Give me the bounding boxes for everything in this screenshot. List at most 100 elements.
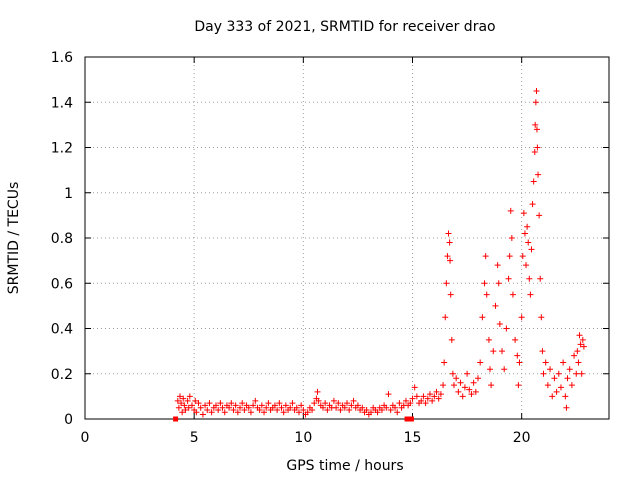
data-point-plus	[239, 400, 246, 407]
data-point-plus	[494, 262, 501, 269]
data-point-plus	[311, 400, 318, 407]
data-point-plus	[447, 257, 454, 264]
y-tick-label: 0.8	[51, 231, 73, 247]
data-point-plus	[392, 404, 399, 411]
data-point-plus	[468, 391, 475, 398]
data-point-plus	[521, 230, 528, 237]
data-point-plus	[335, 400, 342, 407]
data-point-plus	[526, 275, 533, 282]
x-axis-label: GPS time / hours	[286, 458, 403, 474]
data-point-plus	[544, 382, 551, 389]
data-point-plus	[199, 411, 206, 418]
data-point-plus	[319, 404, 326, 411]
y-tick-label: 1.4	[51, 95, 73, 111]
data-point-plus	[258, 402, 265, 409]
data-point-plus	[298, 402, 305, 409]
data-point-plus	[495, 280, 502, 287]
data-point-plus	[533, 87, 540, 94]
data-point-plus	[192, 397, 199, 404]
data-point-plus	[383, 404, 390, 411]
data-point-plus	[221, 409, 228, 416]
data-point-plus	[512, 336, 519, 343]
data-point-plus	[483, 291, 490, 298]
data-point-plus	[431, 393, 438, 400]
data-point-square	[408, 416, 414, 422]
plot-frame	[84, 56, 610, 420]
data-point-plus	[282, 402, 289, 409]
data-point-plus	[237, 404, 244, 411]
data-point-plus	[204, 406, 211, 413]
data-point-plus	[252, 397, 259, 404]
data-point-plus	[280, 409, 287, 416]
data-point-square	[173, 416, 179, 422]
data-point-plus	[422, 400, 429, 407]
y-tick-label: 1	[64, 186, 73, 202]
data-point-plus	[580, 343, 587, 350]
data-point-plus	[219, 404, 226, 411]
data-point-plus	[442, 314, 449, 321]
data-point-plus	[287, 404, 294, 411]
data-point-plus	[175, 404, 182, 411]
mark-layer	[173, 87, 587, 422]
data-point-plus	[202, 402, 209, 409]
data-point-plus	[426, 391, 433, 398]
data-point-plus	[324, 406, 331, 413]
data-point-plus	[482, 253, 489, 260]
data-point-plus	[475, 375, 481, 382]
data-point-plus	[228, 400, 235, 407]
data-point-plus	[232, 402, 239, 409]
data-point-plus	[542, 359, 549, 366]
data-point-plus	[411, 384, 418, 391]
data-point-plus	[197, 404, 204, 411]
data-point-plus	[525, 239, 532, 246]
data-point-plus	[322, 400, 329, 407]
data-point-plus	[524, 223, 531, 230]
data-point-plus	[455, 388, 462, 395]
data-point-plus	[443, 280, 450, 287]
data-point-plus	[446, 239, 453, 246]
data-point-plus	[534, 144, 541, 151]
data-point-plus	[464, 370, 471, 377]
y-tick-label: 0.4	[51, 322, 73, 338]
data-point-plus	[503, 325, 510, 332]
data-point-plus	[174, 397, 181, 404]
data-point-plus	[234, 409, 241, 416]
data-point-plus	[350, 397, 357, 404]
data-point-plus	[449, 370, 456, 377]
data-point-plus	[562, 393, 569, 400]
data-point-plus	[184, 397, 191, 404]
data-point-plus	[230, 406, 237, 413]
x-tick-label: 15	[404, 430, 422, 446]
data-point-plus	[477, 359, 484, 366]
data-point-plus	[407, 400, 414, 407]
data-point-plus	[396, 400, 403, 407]
data-point-plus	[472, 388, 479, 395]
data-point-plus	[274, 406, 281, 413]
data-point-plus	[481, 280, 488, 287]
data-point-plus	[293, 404, 300, 411]
data-point-plus	[245, 404, 252, 411]
data-point-plus	[529, 201, 536, 208]
data-point-plus	[440, 382, 447, 389]
data-point-plus	[348, 402, 355, 409]
data-point-plus	[516, 359, 523, 366]
data-point-plus	[226, 404, 233, 411]
x-tick-label: 0	[81, 430, 90, 446]
data-point-plus	[564, 375, 571, 382]
data-point-plus	[499, 348, 506, 355]
y-tick-label: 0.2	[51, 367, 73, 383]
data-point-plus	[532, 121, 539, 128]
data-point-plus	[256, 406, 263, 413]
data-point-plus	[535, 171, 542, 178]
x-tick-label: 20	[513, 430, 531, 446]
data-point-plus	[418, 397, 425, 404]
data-point-plus	[368, 409, 375, 416]
x-tick-label: 5	[190, 430, 199, 446]
data-point-plus	[180, 395, 187, 402]
data-point-plus	[441, 359, 448, 366]
data-point-plus	[241, 406, 248, 413]
data-point-plus	[461, 384, 468, 391]
data-point-plus	[359, 404, 366, 411]
data-point-plus	[424, 395, 431, 402]
data-point-plus	[263, 404, 270, 411]
